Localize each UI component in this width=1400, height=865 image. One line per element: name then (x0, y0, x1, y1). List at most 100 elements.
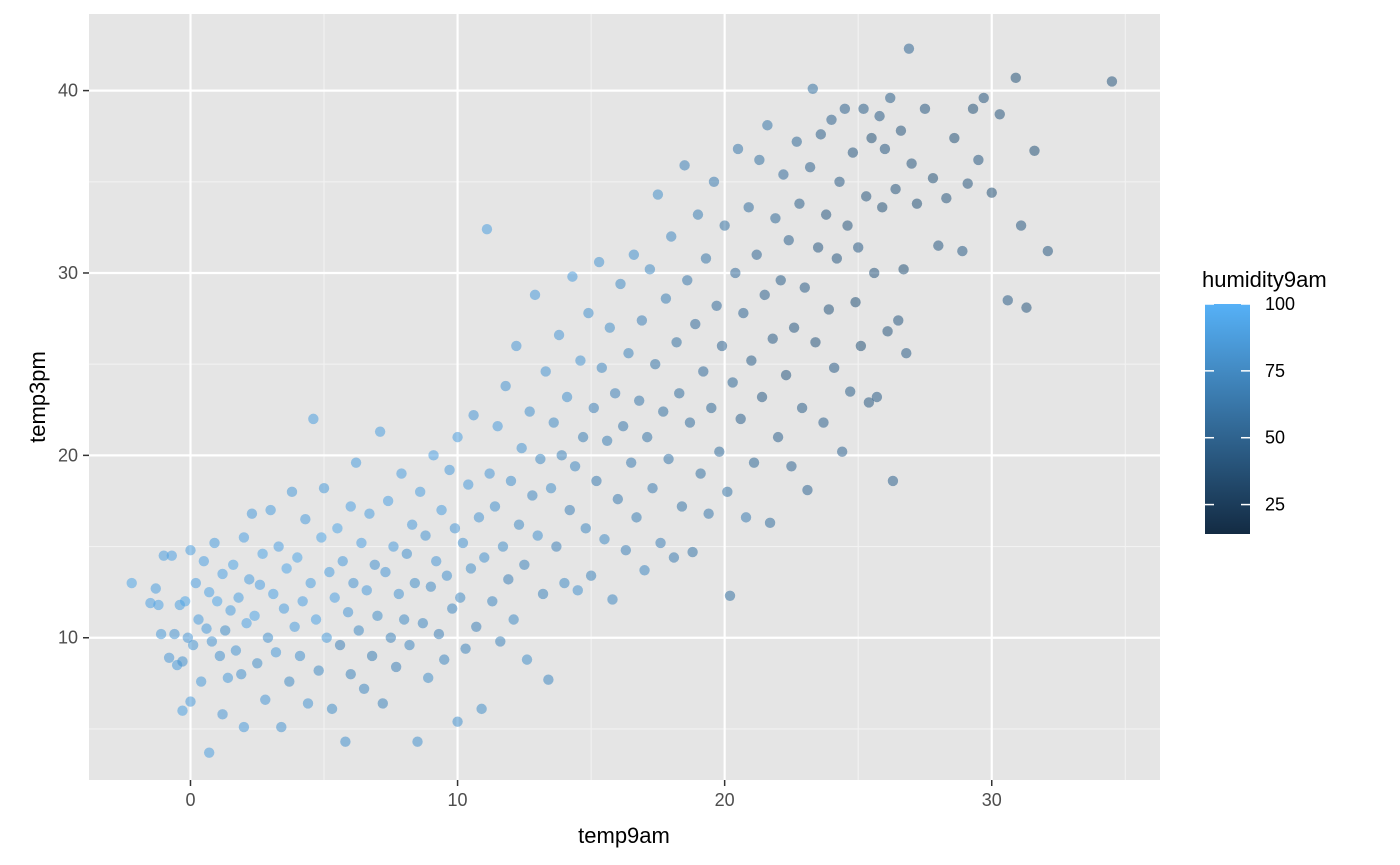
data-point (1021, 302, 1032, 313)
data-point (332, 523, 343, 534)
data-point (364, 508, 375, 519)
data-point (380, 566, 391, 578)
data-point (858, 103, 869, 115)
data-point (890, 183, 901, 195)
data-point (179, 596, 191, 607)
data-point (898, 264, 909, 275)
data-point (612, 493, 624, 505)
data-point (203, 747, 215, 758)
data-point (489, 501, 501, 512)
y-tick-label: 10 (58, 628, 78, 648)
data-point (871, 391, 883, 403)
data-point (289, 621, 300, 632)
data-point (668, 552, 680, 563)
data-point (153, 599, 164, 611)
data-point (412, 736, 423, 747)
data-point (505, 475, 517, 487)
data-point (604, 322, 616, 333)
data-point (615, 278, 626, 290)
legend-colorbar (1205, 304, 1250, 534)
data-point (866, 132, 877, 144)
data-point (481, 224, 493, 235)
data-point (268, 588, 279, 600)
data-point (230, 645, 242, 656)
legend-title: humidity9am (1202, 267, 1327, 292)
x-tick-label: 0 (185, 790, 195, 810)
data-point (786, 461, 797, 472)
data-point (388, 541, 399, 552)
data-point (404, 639, 415, 651)
data-point (850, 296, 861, 308)
data-point (740, 512, 752, 523)
data-point (532, 530, 543, 541)
data-point (238, 532, 250, 543)
data-point (780, 369, 792, 381)
data-point (508, 614, 519, 625)
data-point (385, 632, 397, 643)
data-point (409, 577, 421, 589)
data-point (831, 253, 843, 264)
data-point (449, 523, 461, 534)
data-point (877, 202, 888, 213)
data-point (198, 555, 210, 567)
data-point (591, 475, 602, 487)
data-point (986, 187, 997, 198)
data-point (778, 169, 789, 180)
data-point (401, 548, 413, 560)
data-point (994, 109, 1005, 120)
data-point (751, 249, 762, 260)
x-tick-label: 20 (715, 790, 735, 810)
data-point (874, 110, 885, 122)
data-point (791, 136, 802, 147)
data-point (1042, 245, 1054, 257)
data-point (177, 705, 188, 716)
data-point (834, 176, 845, 187)
data-point (540, 366, 551, 377)
data-point (927, 172, 939, 184)
data-point (297, 596, 308, 607)
data-point (722, 486, 733, 498)
data-point (807, 83, 818, 94)
data-point (257, 548, 268, 560)
data-point (495, 636, 506, 647)
data-point (201, 623, 212, 634)
data-point (655, 537, 666, 549)
data-point (535, 453, 546, 465)
data-point (195, 676, 207, 687)
data-point (497, 541, 509, 552)
data-point (895, 125, 907, 136)
data-point (770, 213, 781, 224)
data-point (973, 154, 984, 166)
data-point (321, 632, 332, 643)
data-point (644, 264, 656, 275)
data-point (238, 721, 250, 733)
data-point (316, 532, 327, 543)
data-point (452, 431, 463, 443)
data-point (698, 366, 709, 377)
legend-tick-label: 25 (1265, 495, 1285, 515)
data-point (468, 410, 479, 421)
y-tick-label: 20 (58, 445, 78, 465)
data-point (551, 541, 562, 552)
data-point (775, 275, 786, 286)
data-point (799, 282, 810, 293)
data-point (524, 406, 535, 417)
data-point (246, 508, 258, 519)
data-point (382, 495, 394, 507)
data-point (756, 391, 768, 403)
data-point (310, 614, 322, 625)
data-point (772, 431, 784, 443)
data-point (842, 220, 853, 231)
data-point (236, 669, 247, 680)
data-point (228, 559, 239, 570)
data-point (642, 431, 653, 443)
data-point (564, 504, 575, 516)
data-point (217, 709, 228, 720)
data-point (660, 293, 672, 304)
x-axis-title: temp9am (578, 823, 670, 848)
data-point (460, 643, 471, 654)
data-point (815, 129, 827, 140)
data-point (572, 585, 583, 596)
data-point (794, 198, 805, 209)
